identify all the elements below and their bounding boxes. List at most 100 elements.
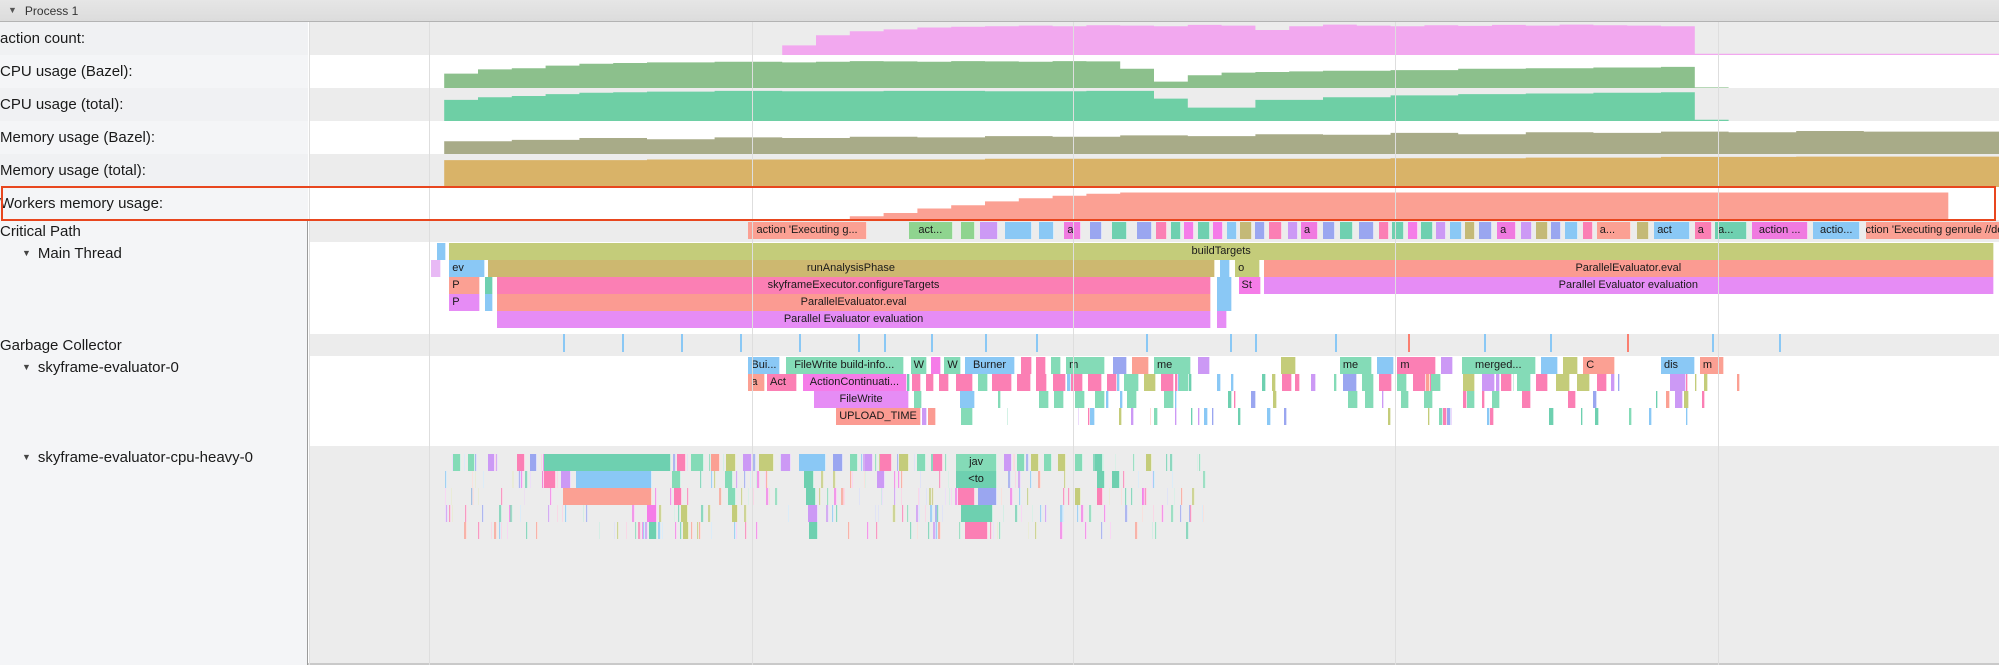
flame-block[interactable]: <to bbox=[956, 471, 997, 488]
flame-block-unlabeled[interactable] bbox=[1076, 505, 1079, 522]
flame-block-unlabeled[interactable] bbox=[576, 471, 652, 488]
flame-block-unlabeled[interactable] bbox=[1618, 374, 1621, 391]
flame-block-unlabeled[interactable] bbox=[451, 488, 453, 505]
flame-block-unlabeled[interactable] bbox=[1424, 391, 1433, 408]
flame-block-unlabeled[interactable] bbox=[444, 471, 447, 488]
flame-block-unlabeled[interactable] bbox=[445, 488, 446, 505]
flame-block[interactable]: a bbox=[1497, 222, 1516, 239]
track-label-action-count[interactable]: action count: bbox=[0, 22, 308, 55]
flame-block-unlabeled[interactable] bbox=[735, 522, 737, 539]
flame-block-unlabeled[interactable] bbox=[930, 357, 941, 374]
flame-block-unlabeled[interactable] bbox=[1284, 408, 1288, 425]
flame-block-unlabeled[interactable] bbox=[928, 522, 930, 539]
flame-block-unlabeled[interactable] bbox=[875, 522, 879, 539]
flame-block-unlabeled[interactable] bbox=[1334, 374, 1338, 391]
flame-block-unlabeled[interactable] bbox=[634, 522, 637, 539]
triangle-down-icon[interactable]: ▼ bbox=[8, 5, 17, 15]
flame-block-unlabeled[interactable] bbox=[848, 522, 851, 539]
flame-block-unlabeled[interactable] bbox=[523, 488, 525, 505]
gc-tick[interactable] bbox=[1483, 334, 1486, 352]
track-label-critical-path[interactable]: Critical Path bbox=[0, 220, 308, 242]
flame-block-unlabeled[interactable] bbox=[1153, 471, 1155, 488]
flame-block-unlabeled[interactable] bbox=[674, 522, 678, 539]
flame-block-unlabeled[interactable] bbox=[740, 488, 744, 505]
flame-block-unlabeled[interactable] bbox=[914, 391, 923, 408]
flame-block-unlabeled[interactable] bbox=[709, 454, 712, 471]
flame-block[interactable]: FileWrite bbox=[814, 391, 909, 408]
flame-block[interactable]: buildTargets bbox=[449, 243, 1994, 260]
flame-block-unlabeled[interactable] bbox=[1037, 471, 1041, 488]
flame-block-unlabeled[interactable] bbox=[805, 488, 816, 505]
flame-block-unlabeled[interactable] bbox=[1179, 505, 1183, 522]
flame-block-unlabeled[interactable] bbox=[1535, 222, 1548, 239]
flame-block-unlabeled[interactable] bbox=[861, 454, 864, 471]
flame-block-unlabeled[interactable] bbox=[516, 454, 526, 471]
flame-block-unlabeled[interactable] bbox=[1412, 374, 1427, 391]
flame-block-unlabeled[interactable] bbox=[979, 222, 999, 239]
flame-block-unlabeled[interactable] bbox=[543, 454, 671, 471]
flame-block-unlabeled[interactable] bbox=[961, 222, 975, 239]
flame-block-unlabeled[interactable] bbox=[1686, 408, 1689, 425]
flame-block-unlabeled[interactable] bbox=[758, 454, 774, 471]
flame-block-unlabeled[interactable] bbox=[661, 522, 663, 539]
flame-block-unlabeled[interactable] bbox=[1003, 454, 1012, 471]
flame-block-unlabeled[interactable] bbox=[690, 522, 693, 539]
flame-block-unlabeled[interactable] bbox=[645, 522, 649, 539]
flame-block[interactable]: ev bbox=[449, 260, 485, 277]
flame-block-unlabeled[interactable] bbox=[1378, 374, 1393, 391]
flame-block-unlabeled[interactable] bbox=[1054, 391, 1065, 408]
flame-block-unlabeled[interactable] bbox=[1017, 374, 1031, 391]
flame-block-unlabeled[interactable] bbox=[1674, 391, 1683, 408]
flame-block-unlabeled[interactable] bbox=[625, 522, 628, 539]
flame-block-unlabeled[interactable] bbox=[1027, 522, 1030, 539]
flame-block-unlabeled[interactable] bbox=[912, 374, 921, 391]
flame-block-unlabeled[interactable] bbox=[499, 505, 502, 522]
flame-block-unlabeled[interactable] bbox=[735, 471, 739, 488]
flame-block-unlabeled[interactable] bbox=[1596, 374, 1607, 391]
flamechart-skyframe-evaluator-0[interactable]: Bui... FileWrite build-info... W W Burner m me… bbox=[309, 357, 1999, 446]
flame-block-unlabeled[interactable] bbox=[1492, 391, 1501, 408]
flame-block-unlabeled[interactable] bbox=[1481, 374, 1496, 391]
flame-block-unlabeled[interactable] bbox=[1050, 357, 1061, 374]
flame-block-unlabeled[interactable] bbox=[437, 243, 446, 260]
flame-block-unlabeled[interactable] bbox=[807, 505, 818, 522]
flame-block-unlabeled[interactable] bbox=[1611, 374, 1615, 391]
flame-block-unlabeled[interactable] bbox=[1021, 505, 1023, 522]
flame-block-unlabeled[interactable] bbox=[939, 374, 950, 391]
flame-block-unlabeled[interactable] bbox=[1343, 374, 1357, 391]
flame-block-unlabeled[interactable] bbox=[1064, 488, 1066, 505]
flame-block-unlabeled[interactable] bbox=[1141, 505, 1144, 522]
flame-block-unlabeled[interactable] bbox=[1035, 374, 1048, 391]
flame-block[interactable]: a... bbox=[1596, 222, 1631, 239]
flame-block-unlabeled[interactable] bbox=[1103, 505, 1106, 522]
flame-block-unlabeled[interactable] bbox=[526, 522, 529, 539]
gc-tick[interactable] bbox=[858, 334, 861, 352]
flame-block-unlabeled[interactable] bbox=[755, 522, 759, 539]
flame-block-unlabeled[interactable] bbox=[1006, 408, 1009, 425]
flame-block-unlabeled[interactable] bbox=[710, 471, 713, 488]
flame-block-unlabeled[interactable] bbox=[648, 522, 658, 539]
flame-block-unlabeled[interactable] bbox=[1482, 391, 1486, 408]
flame-block-unlabeled[interactable] bbox=[799, 454, 827, 471]
flame-block-unlabeled[interactable] bbox=[500, 522, 502, 539]
flame-block-unlabeled[interactable] bbox=[849, 471, 852, 488]
flame-block-unlabeled[interactable] bbox=[1180, 488, 1184, 505]
flame-block-unlabeled[interactable] bbox=[1421, 222, 1433, 239]
flame-block-unlabeled[interactable] bbox=[1407, 222, 1418, 239]
flame-block-unlabeled[interactable] bbox=[1595, 408, 1599, 425]
flame-block-unlabeled[interactable] bbox=[659, 505, 662, 522]
gc-tick[interactable] bbox=[930, 334, 933, 352]
flame-block-unlabeled[interactable] bbox=[1191, 488, 1195, 505]
flame-block-unlabeled[interactable] bbox=[743, 505, 747, 522]
flame-block-unlabeled[interactable] bbox=[484, 277, 494, 294]
flame-block-unlabeled[interactable] bbox=[1449, 222, 1462, 239]
flame-block-unlabeled[interactable] bbox=[843, 488, 845, 505]
flame-block[interactable]: act bbox=[1654, 222, 1690, 239]
flame-block-unlabeled[interactable] bbox=[464, 505, 467, 522]
flame-block-unlabeled[interactable] bbox=[1190, 408, 1193, 425]
flame-block-unlabeled[interactable] bbox=[1081, 505, 1084, 522]
flame-block-unlabeled[interactable] bbox=[1010, 488, 1014, 505]
flame-block-unlabeled[interactable] bbox=[788, 505, 790, 522]
flame-block-unlabeled[interactable] bbox=[541, 471, 545, 488]
flame-block-unlabeled[interactable] bbox=[915, 505, 919, 522]
